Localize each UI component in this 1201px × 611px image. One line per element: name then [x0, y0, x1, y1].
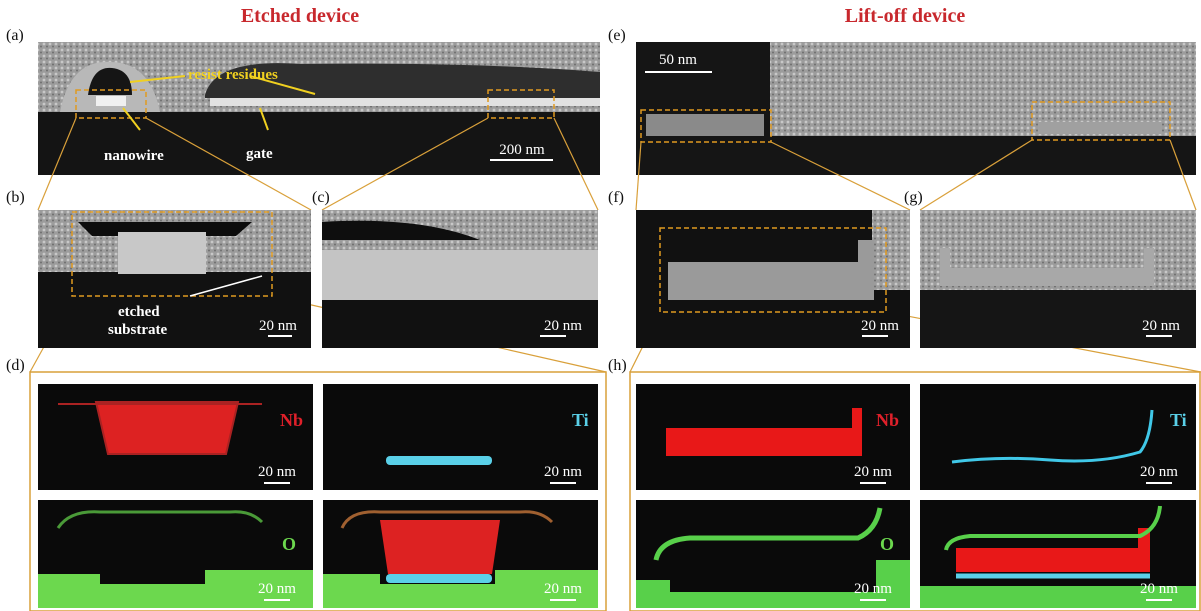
scale-bar-label: 200 nm	[499, 142, 545, 158]
scale-bar-label: 20 nm	[854, 581, 892, 597]
scale-bar-label: 20 nm	[544, 464, 582, 480]
panel-label: (b)	[6, 189, 25, 206]
element-label: Ti	[1170, 410, 1187, 430]
scale-bar-label: 20 nm	[544, 318, 582, 334]
panel-label: (a)	[6, 27, 24, 44]
panel-label: (f)	[608, 189, 624, 206]
element-label: O	[282, 534, 296, 554]
figure: Etched device Lift-off device (a) resist…	[0, 0, 1201, 611]
scale-bar-label: 20 nm	[259, 318, 297, 334]
scale-bar-label: 20 nm	[1140, 464, 1178, 480]
panel-label: (d)	[6, 357, 25, 374]
scale-bar-label: 50 nm	[659, 52, 697, 68]
element-label: Ti	[572, 410, 589, 430]
image	[38, 384, 598, 608]
annotation: etched	[118, 304, 160, 320]
panel-label: (e)	[608, 27, 626, 44]
image	[636, 42, 1196, 175]
scale-bar-label: 20 nm	[258, 464, 296, 480]
annotation: substrate	[108, 322, 168, 338]
element-label: Nb	[280, 410, 303, 430]
annotation: resist residues	[188, 67, 278, 83]
annotation: gate	[246, 146, 273, 162]
scale-bar-label: 20 nm	[258, 581, 296, 597]
title: Lift-off device	[845, 5, 966, 27]
annotation: nanowire	[104, 148, 164, 164]
scale-bar-label: 20 nm	[544, 581, 582, 597]
title: Etched device	[241, 5, 359, 27]
element-label: Nb	[876, 410, 899, 430]
panel-label: (g)	[904, 189, 923, 206]
scale-bar-label: 20 nm	[1140, 581, 1178, 597]
element-label: O	[880, 534, 894, 554]
scale-bar-label: 20 nm	[854, 464, 892, 480]
image	[636, 384, 1196, 608]
scale-bar-label: 20 nm	[1142, 318, 1180, 334]
panel-label: (c)	[312, 189, 330, 206]
panel-label: (h)	[608, 357, 627, 374]
scale-bar-label: 20 nm	[861, 318, 899, 334]
